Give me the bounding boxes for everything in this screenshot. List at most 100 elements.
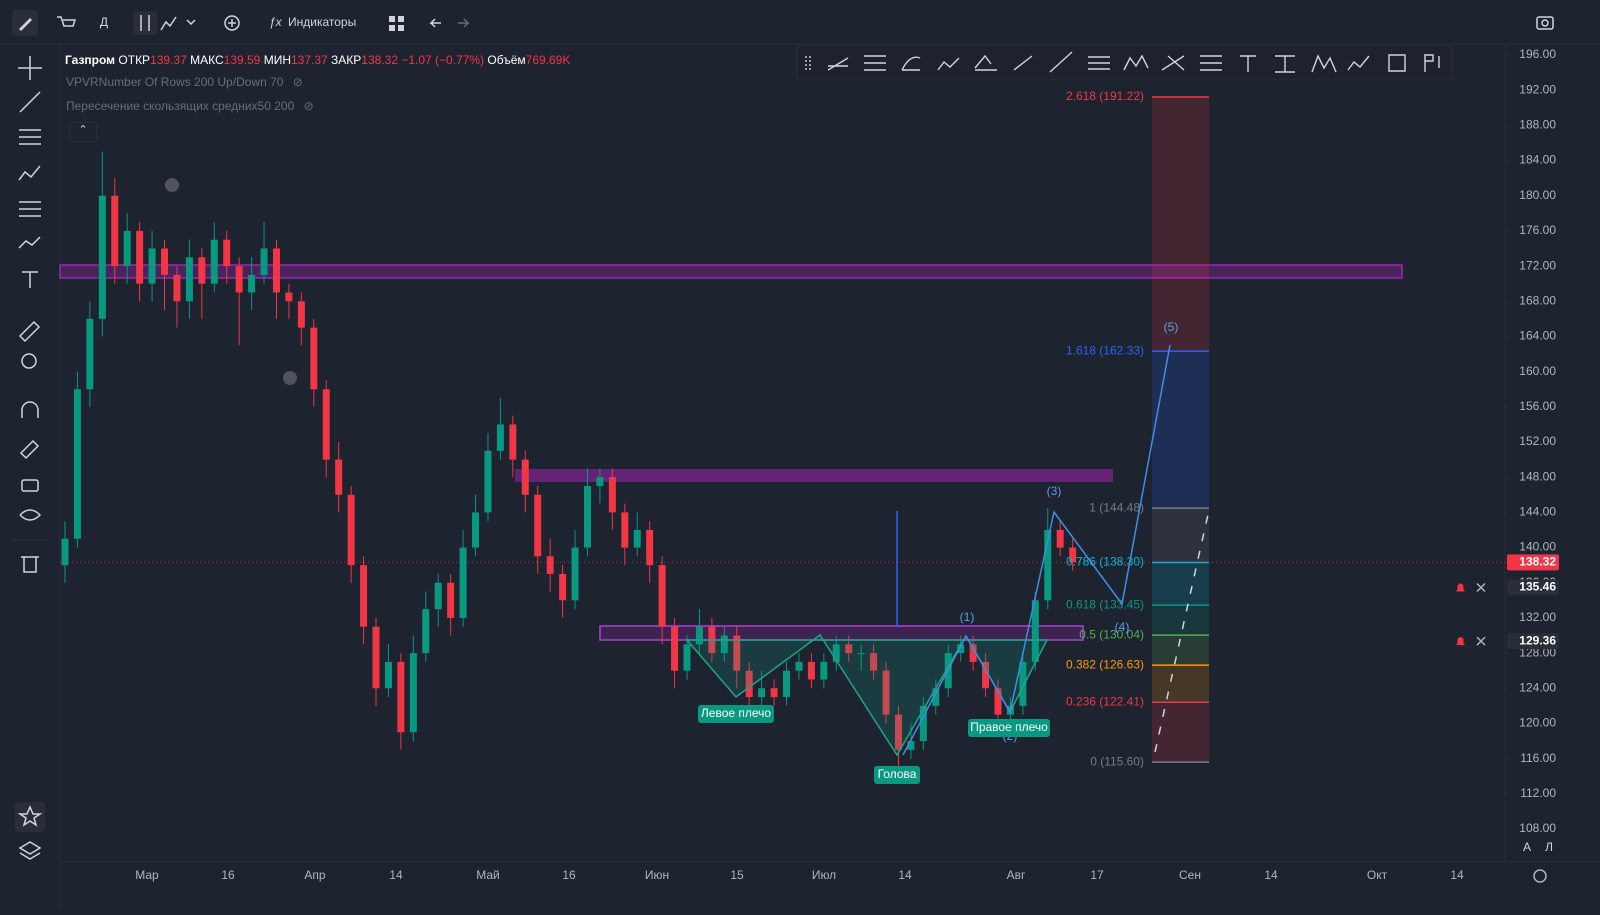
crosshair-tool[interactable] (18, 56, 42, 80)
candle-body (397, 661, 405, 733)
wave-label: (4) (1115, 620, 1130, 634)
indicators-button[interactable]: Индикаторы (288, 15, 356, 29)
candle-type-button[interactable] (133, 11, 157, 35)
y-tick-label: 192.00 (1519, 82, 1556, 96)
pattern-label: Голова (878, 767, 917, 781)
redo-icon[interactable] (458, 18, 470, 28)
y-tick-label: 120.00 (1519, 716, 1556, 730)
x-tick-label: 14 (1264, 868, 1278, 882)
drawing-tool[interactable] (827, 57, 849, 71)
candle-body (459, 547, 467, 618)
fib-label: 0.786 (138.30) (1066, 555, 1144, 569)
drawing-tool[interactable] (1200, 55, 1222, 71)
ruler-tool[interactable] (18, 320, 41, 343)
x-tick-label: Май (476, 868, 500, 882)
legend-label: ЗАКР (331, 53, 362, 67)
hidden-icon[interactable]: ⊘ (292, 75, 303, 89)
drawing-tool[interactable] (1424, 54, 1440, 72)
candle-body (297, 301, 305, 328)
price-label: 135.46 (1519, 580, 1556, 594)
layout-icon[interactable] (389, 16, 404, 31)
alert-remove[interactable] (1476, 582, 1486, 593)
trash-tool[interactable] (21, 556, 39, 573)
axis-button[interactable]: Л (1545, 840, 1553, 854)
y-tick-label: 168.00 (1519, 293, 1556, 307)
drawing-tool[interactable] (974, 54, 997, 71)
visibility-tool[interactable] (19, 509, 42, 521)
y-tick-label: 164.00 (1519, 329, 1556, 343)
alert-bell[interactable] (1456, 637, 1465, 646)
hlines-tool[interactable] (19, 129, 41, 145)
wave-label: (1) (960, 610, 975, 624)
legend-label: ОТКР (118, 53, 151, 67)
draw-mode-tool[interactable] (19, 439, 40, 460)
study-row[interactable]: VPVRNumber Of Rows 200 Up/Down 70 ⊘ (66, 75, 303, 89)
legend-value: 137.37 (291, 53, 328, 67)
settings-icon[interactable] (1533, 869, 1547, 883)
x-tick-label: Апр (304, 868, 326, 882)
dropdown-icon[interactable] (186, 19, 196, 26)
candle-body (621, 512, 629, 548)
study-row[interactable]: Пересечение скользящих средних50 200 ⊘ (66, 99, 314, 113)
axis-button[interactable]: А (1523, 840, 1531, 854)
magnet-tool[interactable] (21, 401, 39, 418)
timeframe-button[interactable]: Д (100, 15, 108, 29)
candle-body (820, 661, 828, 680)
cart-icon[interactable] (57, 16, 77, 27)
area-icon[interactable] (160, 16, 177, 31)
candle-body (583, 485, 591, 548)
drawing-tool[interactable] (1049, 51, 1073, 73)
drawing-tool[interactable] (1275, 55, 1295, 73)
drawing-tool[interactable] (1161, 55, 1185, 71)
legend-value: 769.69K (525, 53, 571, 67)
collapse-button[interactable]: ⌃ (69, 122, 97, 142)
candle-body (248, 274, 256, 293)
fib-label: 0.382 (126.63) (1066, 657, 1144, 671)
drawing-tool[interactable] (901, 56, 921, 71)
x-tick-label: Окт (1367, 868, 1388, 882)
candle-body (61, 538, 69, 566)
alert-remove[interactable] (1476, 636, 1486, 646)
fib-label: 2.618 (191.22) (1066, 89, 1144, 103)
forecast-tool[interactable] (18, 236, 41, 249)
study-name: VPVRNumber Of Rows 200 Up/Down 70 (66, 75, 284, 89)
layers-icon[interactable] (18, 841, 42, 860)
favorites-button[interactable] (15, 802, 45, 832)
trendline-tool[interactable] (19, 91, 41, 113)
candle-body (111, 195, 119, 267)
fx-icon[interactable]: ƒx (269, 15, 283, 29)
lock-tool[interactable] (21, 479, 39, 492)
fib-label: 0 (115.60) (1090, 754, 1144, 768)
drawing-tool[interactable] (1240, 55, 1256, 72)
candle-body (907, 741, 915, 750)
event-marker[interactable] (165, 178, 179, 192)
undo-icon[interactable] (429, 18, 441, 28)
pattern-tool[interactable] (18, 165, 41, 181)
snapshot-icon[interactable] (1536, 16, 1554, 30)
candle-body (770, 688, 778, 698)
wave-label: (3) (1047, 484, 1062, 498)
candle-body (148, 248, 156, 284)
x-tick-label: 17 (1090, 868, 1104, 882)
drawing-tool[interactable] (937, 57, 960, 71)
drawing-tool[interactable] (1347, 55, 1370, 71)
text-tool[interactable] (22, 271, 38, 288)
drawing-tool[interactable] (864, 55, 886, 71)
drawing-tool[interactable] (1013, 55, 1033, 71)
y-tick-label: 160.00 (1519, 364, 1556, 378)
candle-body (994, 688, 1002, 715)
hidden-icon[interactable]: ⊘ (303, 99, 314, 113)
candle-body (1044, 529, 1052, 601)
candle-body (894, 714, 902, 750)
candle-body (559, 573, 567, 601)
zoom-tool[interactable] (21, 353, 37, 369)
drawing-tool[interactable] (1311, 54, 1337, 73)
legend-value: 138.32 (361, 53, 398, 67)
fib-tool[interactable] (19, 201, 41, 217)
drawing-tool[interactable] (1088, 56, 1110, 70)
event-marker[interactable] (283, 371, 297, 385)
drawing-tool[interactable] (1123, 54, 1149, 71)
add-icon[interactable] (224, 15, 240, 31)
alert-bell[interactable] (1456, 583, 1465, 592)
drawing-tool[interactable] (1388, 54, 1406, 72)
